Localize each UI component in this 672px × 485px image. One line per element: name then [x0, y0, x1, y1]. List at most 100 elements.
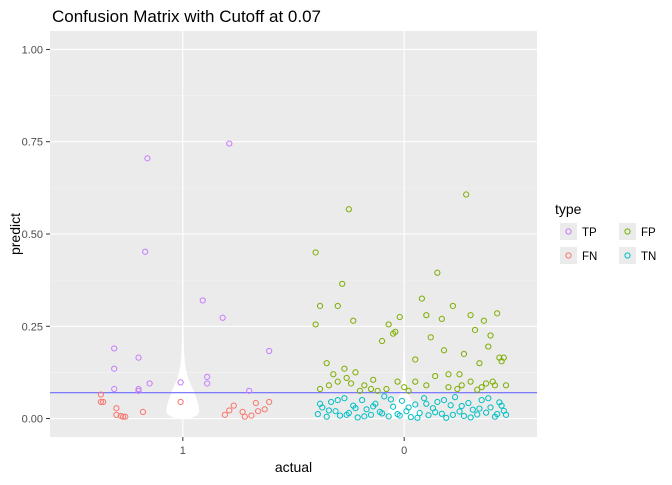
legend-key-fp [619, 223, 636, 240]
point-tn [485, 395, 492, 402]
point-fp [396, 313, 403, 321]
point-tn [474, 411, 481, 418]
point-tn [367, 411, 375, 418]
point-fp [418, 295, 425, 302]
point-fp [316, 302, 324, 310]
point-fp [378, 337, 386, 345]
point-fp [460, 350, 468, 358]
point-fp [480, 317, 487, 324]
point-tn [354, 414, 361, 421]
point-fp [312, 249, 319, 256]
point-tn [443, 414, 450, 421]
point-fn [254, 408, 262, 415]
point-tp [246, 387, 253, 394]
point-fp [394, 378, 401, 385]
point-tp [135, 385, 142, 393]
point-tp [219, 314, 226, 321]
point-fp [467, 378, 474, 385]
data-points [97, 140, 510, 421]
point-fp [474, 386, 481, 393]
point-fp [323, 360, 330, 367]
point-fp [385, 321, 392, 328]
point-tn [343, 411, 350, 418]
point-fp [367, 385, 375, 393]
point-fn [139, 408, 147, 416]
point-fp [423, 382, 430, 389]
point-fp [445, 371, 452, 378]
point-fp [478, 384, 485, 391]
y-tick-label: 0.75 [22, 137, 43, 149]
point-tn [328, 398, 335, 406]
y-tick-label: 1.00 [22, 44, 43, 56]
point-tn [465, 399, 472, 407]
point-fp [392, 328, 399, 335]
point-fp [316, 385, 324, 393]
point-fp [341, 365, 348, 372]
point-tp [204, 373, 211, 380]
point-tn [414, 414, 421, 421]
point-tn [385, 413, 392, 420]
y-tick-label: 0.50 [22, 229, 43, 241]
point-tn [469, 406, 476, 413]
legend-key-fn [560, 247, 577, 264]
point-fn [230, 402, 237, 409]
x-axis-title: actual [275, 459, 312, 475]
point-tn [432, 409, 439, 416]
point-fp [345, 206, 352, 213]
point-fp [438, 315, 445, 322]
violin-1 [166, 141, 200, 419]
y-tick-label: 0.25 [22, 321, 43, 333]
point-tn [341, 395, 348, 402]
y-axis-title: predict [7, 213, 23, 255]
point-tn [502, 411, 510, 418]
point-tn [476, 405, 483, 412]
point-fn [100, 398, 107, 406]
point-fn [97, 391, 105, 398]
point-fn [248, 412, 255, 419]
point-fp [463, 191, 470, 198]
point-tn [398, 397, 406, 404]
point-tn [494, 411, 501, 418]
x-tick-label: 1 [180, 445, 186, 457]
legend-symbol-fp [624, 228, 631, 235]
point-tp [111, 345, 118, 352]
point-tp [135, 354, 142, 361]
point-tp [111, 365, 118, 372]
point-fp [456, 371, 463, 378]
point-tn [396, 412, 403, 419]
point-fp [334, 378, 341, 385]
point-tp [177, 379, 184, 386]
point-fp [334, 302, 341, 310]
point-tn [334, 396, 341, 404]
chart-title: Confusion Matrix with Cutoff at 0.07 [52, 7, 321, 26]
point-fp [445, 384, 452, 391]
point-fp [454, 385, 461, 393]
legend-label-tp: TP [582, 227, 597, 239]
point-tn [456, 408, 463, 415]
point-fp [432, 373, 439, 380]
point-tp [142, 248, 149, 255]
legend-symbol-tp [565, 228, 572, 235]
point-fn [226, 407, 233, 414]
legend-label-tn: TN [641, 251, 656, 263]
point-tn [387, 396, 394, 403]
point-fp [458, 382, 465, 389]
point-fn [97, 398, 105, 406]
point-fp [347, 380, 355, 387]
point-fn [261, 406, 268, 413]
y-axis: 0.00 0.25 0.50 0.75 1.00 [22, 44, 50, 426]
point-fn [177, 398, 184, 406]
point-fp [482, 380, 490, 387]
point-tp [111, 385, 118, 393]
point-tp [146, 380, 153, 387]
point-fp [471, 326, 479, 334]
point-tn [440, 396, 448, 404]
point-tn [412, 401, 419, 408]
point-tn [323, 413, 330, 420]
point-tn [451, 394, 459, 401]
point-tn [434, 398, 441, 406]
point-fp [401, 384, 408, 391]
point-fp [434, 269, 441, 276]
point-fp [383, 385, 390, 393]
